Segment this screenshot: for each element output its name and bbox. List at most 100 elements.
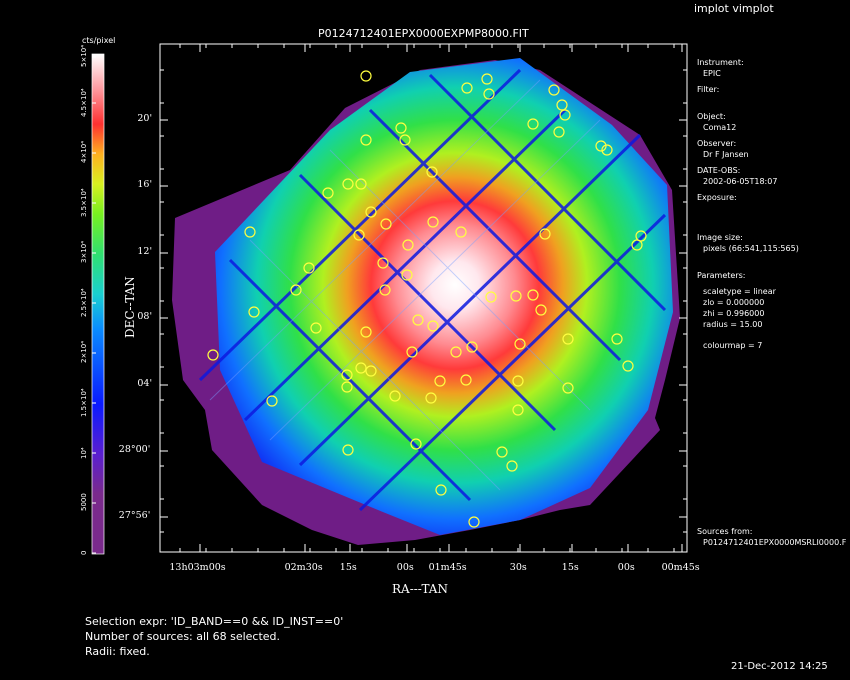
source-marker: [622, 360, 634, 372]
date-label: DATE-OBS:: [697, 166, 741, 175]
source-marker: [466, 341, 478, 353]
instrument-value: EPIC: [703, 69, 721, 78]
y-axis-title: DEC--TAN: [123, 276, 137, 338]
exposure-image: [172, 58, 680, 545]
param-scaletype: scaletype = linear: [703, 287, 776, 296]
colorbar-tick-label: 5000: [80, 493, 88, 511]
x-axis-title: RA---TAN: [392, 582, 448, 596]
source-marker: [611, 333, 623, 345]
source-marker: [455, 226, 467, 238]
y-tick-label: 20': [137, 113, 153, 124]
source-marker: [377, 257, 389, 269]
image-size-value: pixels (66:541,115:565): [703, 244, 799, 253]
source-marker: [595, 140, 607, 152]
filter-label: Filter:: [697, 85, 720, 94]
param-colourmap: colourmap = 7: [703, 341, 763, 350]
source-marker: [556, 99, 568, 111]
selection-info: Selection expr: 'ID_BAND==0 && ID_INST==…: [85, 614, 343, 659]
colorbar-tick-label: 2.5×10⁴: [80, 288, 88, 317]
source-marker: [355, 178, 367, 190]
object-label: Object:: [697, 112, 726, 121]
source-marker: [535, 304, 547, 316]
colorbar-tick-label: 1.5×10⁴: [80, 388, 88, 417]
source-marker: [539, 228, 551, 240]
source-marker: [435, 484, 447, 496]
object-value: Coma12: [703, 123, 737, 132]
source-marker: [365, 206, 377, 218]
source-marker: [341, 369, 353, 381]
x-tick-label: 00s: [396, 562, 414, 573]
exposure-label: Exposure:: [697, 193, 737, 202]
source-marker: [342, 178, 354, 190]
x-tick-label: 02m30s: [284, 562, 323, 573]
source-marker: [468, 516, 480, 528]
colorbar-tick-label: 5×10⁴: [80, 44, 88, 67]
source-marker: [635, 230, 647, 242]
parameters-label: Parameters:: [697, 271, 746, 280]
source-marker: [425, 392, 437, 404]
selection-count: Number of sources: all 68 selected.: [85, 630, 281, 643]
source-marker: [248, 306, 260, 318]
source-marker: [512, 404, 524, 416]
param-zhi: zhi = 0.996000: [703, 309, 765, 318]
x-tick-label: 13h03m00s: [169, 562, 226, 573]
source-marker: [412, 314, 424, 326]
source-marker: [496, 446, 508, 458]
x-tick-label: 30s: [509, 562, 527, 573]
y-tick-label: 04': [137, 378, 153, 389]
y-tick-label: 27°56': [118, 510, 151, 521]
observer-value: Dr F Jansen: [703, 150, 749, 159]
source-marker: [402, 239, 414, 251]
source-marker: [512, 375, 524, 387]
colorbar-tick-label: 3.5×10⁴: [80, 188, 88, 217]
chart-title: P0124712401EPX0000EXPMP8000.FIT: [318, 27, 529, 40]
param-radius: radius = 15.00: [703, 320, 763, 329]
selection-expr: Selection expr: 'ID_BAND==0 && ID_INST==…: [85, 615, 344, 628]
colorbar-tick-label: 0: [80, 550, 88, 555]
source-marker: [360, 70, 372, 82]
source-marker: [483, 88, 495, 100]
source-marker: [322, 187, 334, 199]
source-marker: [395, 122, 407, 134]
x-tick-label: 00s: [617, 562, 635, 573]
source-marker: [303, 262, 315, 274]
y-tick-label: 08': [137, 311, 153, 322]
colorbar-unit: cts/pixel: [82, 36, 116, 45]
source-marker: [427, 320, 439, 332]
source-marker: [401, 269, 413, 281]
source-marker: [389, 390, 401, 402]
source-marker: [506, 460, 518, 472]
app-title: implot vimplot: [694, 2, 774, 15]
source-marker: [379, 284, 391, 296]
colorbar-tick-label: 4×10⁴: [80, 140, 88, 163]
source-marker: [399, 134, 411, 146]
source-marker: [548, 84, 560, 96]
source-marker: [461, 82, 473, 94]
source-marker: [360, 134, 372, 146]
source-marker: [207, 349, 219, 361]
source-marker: [410, 438, 422, 450]
source-marker: [562, 333, 574, 345]
source-marker: [527, 118, 539, 130]
source-marker: [427, 216, 439, 228]
x-tick-label: 00m45s: [661, 562, 700, 573]
source-marker: [266, 395, 278, 407]
sources-value: P0124712401EPX0000MSRLI0000.F: [703, 538, 847, 547]
source-marker: [601, 144, 613, 156]
y-tick-label: 12': [137, 246, 153, 257]
source-marker: [244, 226, 256, 238]
y-tick-label: 28°00': [118, 444, 151, 455]
source-marker: [559, 109, 571, 121]
source-marker: [460, 374, 472, 386]
colorbar-tick-label: 2×10⁴: [80, 340, 88, 363]
source-marker: [631, 239, 643, 251]
source-marker: [450, 346, 462, 358]
colorbar-tick-label: 10⁴: [80, 447, 88, 459]
source-marker: [485, 291, 497, 303]
x-tick-label: 15s: [339, 562, 357, 573]
instrument-label: Instrument:: [697, 58, 744, 67]
source-marker: [426, 166, 438, 178]
source-marker: [342, 444, 354, 456]
colorbar-tick-label: 3×10⁴: [80, 240, 88, 263]
